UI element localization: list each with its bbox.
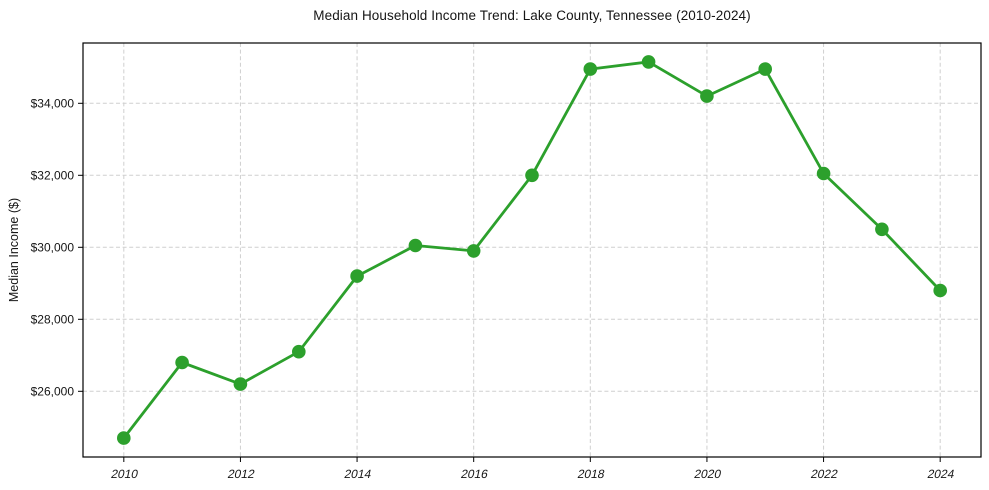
y-axis-title: Median Income ($) <box>7 197 21 303</box>
data-point-marker <box>933 283 948 298</box>
y-tick-label: $32,000 <box>31 169 75 183</box>
x-tick-label: 2022 <box>810 467 840 481</box>
x-tick-label: 2010 <box>110 467 140 481</box>
x-tick-label: 2016 <box>460 467 490 481</box>
x-tick-label: 2012 <box>226 467 256 481</box>
y-tick-label: $28,000 <box>31 313 75 327</box>
y-tick-label: $34,000 <box>31 97 75 111</box>
data-point-marker <box>466 244 481 258</box>
data-point-marker <box>875 222 889 237</box>
data-point-marker <box>641 55 656 69</box>
axes-border <box>82 42 982 458</box>
data-point-marker <box>758 62 773 76</box>
data-point-marker <box>583 62 598 76</box>
data-point-marker <box>175 355 189 370</box>
data-point-marker <box>233 377 248 391</box>
x-tick-label: 2020 <box>693 467 723 481</box>
y-tick-label: $26,000 <box>31 385 75 399</box>
data-point-marker <box>700 89 714 103</box>
data-point-marker <box>525 168 539 183</box>
data-point-marker <box>816 166 831 181</box>
x-tick-label: 2018 <box>576 467 606 481</box>
data-point-marker <box>117 431 131 445</box>
x-tick-label: 2024 <box>926 467 956 481</box>
chart-title: Median Household Income Trend: Lake Coun… <box>313 8 751 23</box>
x-tick-label: 2014 <box>343 467 373 481</box>
y-tick-label: $30,000 <box>31 241 75 255</box>
data-point-marker <box>408 238 423 253</box>
data-point-marker <box>350 269 364 283</box>
data-point-marker <box>292 344 306 359</box>
